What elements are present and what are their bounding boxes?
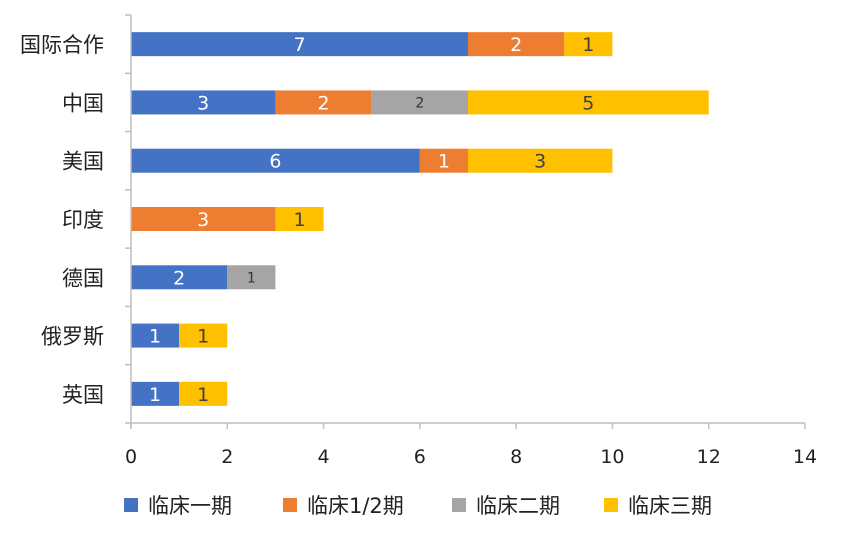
data-label: 1 <box>438 151 450 173</box>
bar-segment <box>131 265 228 290</box>
legend-swatch <box>604 498 618 512</box>
legend-swatch <box>452 498 466 512</box>
data-label: 1 <box>582 34 594 56</box>
legend-label: 临床二期 <box>476 494 560 518</box>
data-label: 1 <box>197 326 209 348</box>
x-tick-label: 10 <box>600 446 624 468</box>
bar-segment <box>179 381 228 406</box>
bar-segment <box>275 90 372 115</box>
data-labels-group: 7 2 1 3 2 2 5 6 1 3 3 1 2 1 1 1 1 1 <box>149 34 594 406</box>
legend-label: 临床1/2期 <box>307 494 404 518</box>
legend-swatch <box>283 498 297 512</box>
bars-group <box>131 32 709 406</box>
category-label: 中国 <box>62 91 104 115</box>
x-tick-label: 0 <box>125 446 137 468</box>
data-label: 1 <box>247 270 256 286</box>
x-tick-label: 8 <box>510 446 522 468</box>
data-label: 1 <box>149 326 161 348</box>
axes-group <box>125 14 806 429</box>
category-label: 德国 <box>62 266 104 290</box>
tick-labels-group: 0 2 4 6 8 10 12 14 <box>125 446 817 468</box>
x-tick-label: 6 <box>414 446 426 468</box>
x-tick-label: 4 <box>318 446 330 468</box>
data-label: 2 <box>510 34 522 56</box>
category-label: 英国 <box>62 383 104 407</box>
data-label: 2 <box>415 95 424 111</box>
data-label: 3 <box>197 92 209 114</box>
data-label: 1 <box>197 384 209 406</box>
legend-label: 临床三期 <box>628 494 712 518</box>
data-label: 5 <box>582 92 594 114</box>
bar-segment <box>131 90 276 115</box>
legend: 临床一期 临床1/2期 临床二期 临床三期 <box>124 494 712 518</box>
bar-segment <box>179 323 228 348</box>
category-label: 俄罗斯 <box>41 325 104 349</box>
legend-swatch <box>124 498 138 512</box>
data-label: 3 <box>534 151 546 173</box>
data-label: 2 <box>173 267 185 289</box>
bar-segment <box>468 90 709 115</box>
data-label: 3 <box>197 209 209 231</box>
x-tick-label: 12 <box>697 446 721 468</box>
bar-segment <box>131 323 180 348</box>
data-label: 6 <box>269 151 281 173</box>
data-label: 2 <box>318 92 330 114</box>
bar-segment <box>131 207 276 231</box>
bar-segment <box>564 32 613 57</box>
data-label: 1 <box>293 209 305 231</box>
bar-segment <box>227 265 276 290</box>
bar-segment <box>131 381 180 406</box>
data-label: 7 <box>293 34 305 56</box>
x-tick-label: 2 <box>221 446 233 468</box>
bar-segment <box>371 90 468 115</box>
category-label: 美国 <box>62 150 104 174</box>
bar-segment <box>131 32 468 57</box>
bar-segment <box>419 148 468 173</box>
bar-segment <box>275 207 324 231</box>
bar-segment <box>468 148 613 173</box>
legend-label: 临床一期 <box>148 494 232 518</box>
bar-segment <box>468 32 565 57</box>
category-label: 印度 <box>62 208 104 232</box>
x-tick-label: 14 <box>793 446 817 468</box>
data-label: 1 <box>149 384 161 406</box>
bar-segment <box>131 148 420 173</box>
category-label: 国际合作 <box>20 33 104 57</box>
